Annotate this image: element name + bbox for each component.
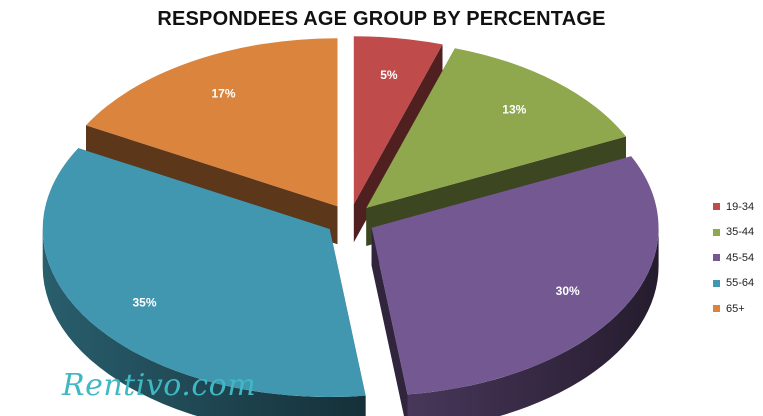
legend-swatch-65-plus <box>713 305 720 313</box>
data-label-65-plus: 17% <box>211 86 235 100</box>
data-label-45-54: 30% <box>556 284 580 298</box>
slice-55-64 <box>42 148 366 398</box>
slice-wall-45-54-1 <box>371 227 408 416</box>
slice-outer-wall-45-54 <box>407 227 659 416</box>
legend-item-65-plus: 65+ <box>713 296 754 322</box>
slice-outer-wall-55-64 <box>42 229 366 416</box>
slice-65-plus <box>86 38 338 207</box>
watermark-logo: Rentivo.com <box>62 368 257 403</box>
legend-item-45-54: 45-54 <box>713 245 754 271</box>
legend-swatch-55-64 <box>713 279 720 287</box>
pie-tops <box>42 36 659 398</box>
chart-legend: 19-34 35-44 45-54 55-64 65+ <box>713 194 754 322</box>
legend-item-55-64: 55-64 <box>713 271 754 297</box>
legend-label-19-34: 19-34 <box>726 200 755 213</box>
data-labels: 5% 13% 30% 35% 17% <box>132 68 580 310</box>
chart-title: RESPONDEES AGE GROUP BY PERCENTAGE <box>157 8 606 30</box>
legend-item-19-34: 19-34 <box>713 194 754 220</box>
legend-swatch-45-54 <box>713 254 720 262</box>
legend-label-55-64: 55-64 <box>726 277 755 290</box>
legend-label-35-44: 35-44 <box>726 226 755 239</box>
legend-swatch-35-44 <box>713 228 720 236</box>
data-label-35-44: 13% <box>502 103 526 117</box>
legend-label-45-54: 45-54 <box>726 251 755 264</box>
slice-35-44 <box>366 48 626 209</box>
legend-item-35-44: 35-44 <box>713 220 754 246</box>
data-label-55-64: 35% <box>132 296 156 310</box>
slice-45-54 <box>371 156 659 395</box>
data-label-19-34: 5% <box>380 68 398 82</box>
legend-swatch-19-34 <box>713 203 720 211</box>
legend-label-65-plus: 65+ <box>726 302 745 315</box>
slice-19-34 <box>353 36 443 205</box>
